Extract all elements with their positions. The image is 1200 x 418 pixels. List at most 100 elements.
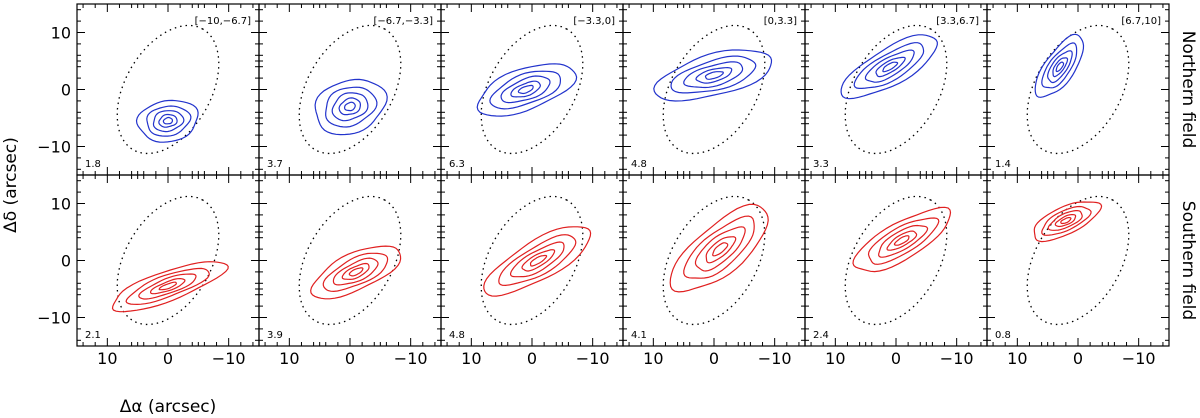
x-tick-label: 0 [163, 349, 173, 368]
panel-north-1: [−10,−6.7] 1.8 [76, 3, 260, 176]
peak-value: 6.3 [449, 159, 465, 170]
contour-level-4 [1054, 214, 1077, 228]
contour-level-2 [322, 252, 389, 293]
galaxy-ellipse [1026, 195, 1130, 326]
panel-north-4: [0,3.3] 4.8 [622, 3, 806, 176]
contour-level-1 [483, 226, 592, 297]
contour-level-3 [864, 49, 915, 83]
galaxy-ellipse [662, 24, 766, 155]
contour-level-1 [135, 99, 199, 143]
panel-south-2: 3.9 [258, 174, 442, 347]
galaxy-ellipse [116, 195, 220, 326]
peak-value: 3.7 [267, 159, 283, 170]
contour-level-4 [875, 56, 906, 78]
x-tick-label: 0 [345, 349, 355, 368]
contour-level-3 [332, 257, 379, 286]
contour-level-1 [1033, 201, 1103, 243]
panel-frame [986, 3, 1170, 176]
contour-level-1 [852, 206, 952, 273]
contour-level-4 [338, 97, 362, 116]
galaxy-ellipse [116, 24, 220, 155]
contour-level-5 [712, 242, 729, 257]
x-tick-label: −10 [1122, 349, 1156, 368]
peak-value: 1.8 [85, 159, 101, 170]
contour-level-2 [125, 267, 210, 306]
peak-value: 3.9 [267, 330, 283, 341]
velocity-bin-label: [0,3.3] [764, 16, 797, 27]
y-tick-label: 0 [61, 81, 71, 100]
contour-level-4 [1052, 57, 1069, 78]
contour-level-5 [529, 254, 548, 267]
contour-level-2 [325, 86, 378, 128]
y-tick-label: 10 [51, 24, 71, 43]
contour-level-1 [310, 245, 402, 300]
panel-south-5: 2.4 [804, 174, 988, 347]
contour-level-3 [152, 110, 185, 133]
panel-north-6: [6.7,10] 1.4 [986, 3, 1170, 176]
x-tick-label: 0 [1073, 349, 1083, 368]
panel-frame [258, 3, 442, 176]
peak-value: 2.4 [813, 330, 829, 341]
panel-south-3: 4.8 [440, 174, 624, 347]
contour-level-2 [1041, 205, 1092, 236]
contour-level-4 [158, 113, 178, 128]
contour-level-4 [521, 249, 556, 272]
contour-level-3 [500, 75, 551, 104]
contour-level-1 [476, 63, 578, 117]
x-tick-label: 10 [643, 349, 663, 368]
contour-level-2 [683, 215, 755, 279]
contour-level-2 [498, 234, 577, 287]
y-tick-label: −10 [37, 309, 71, 328]
contour-level-5 [348, 267, 364, 277]
contour-level-4 [695, 66, 733, 84]
velocity-bin-label: [−3.3,0] [573, 16, 615, 27]
panel-frame [622, 3, 806, 176]
contour-level-1 [840, 34, 938, 100]
peak-value: 0.8 [995, 330, 1011, 341]
galaxy-ellipse [1026, 24, 1130, 155]
x-tick-label: −10 [212, 349, 246, 368]
velocity-bin-label: [−10,−6.7] [195, 16, 251, 27]
contour-level-5 [158, 281, 177, 291]
contour-level-2 [146, 105, 192, 137]
x-tick-label: −10 [576, 349, 610, 368]
x-tick-label: 10 [825, 349, 845, 368]
contour-level-1 [669, 203, 769, 293]
contour-level-2 [1041, 42, 1078, 89]
contour-level-1 [314, 78, 388, 136]
contour-level-4 [341, 262, 370, 281]
contour-level-1 [111, 261, 229, 313]
y-tick-label: 10 [51, 195, 71, 214]
contour-level-2 [853, 42, 925, 89]
panel-south-1: 2.1 [76, 174, 260, 347]
x-tick-label: 0 [527, 349, 537, 368]
contour-level-3 [510, 241, 565, 278]
galaxy-ellipse [844, 24, 948, 155]
contour-level-5 [882, 61, 899, 73]
x-tick-label: −10 [940, 349, 974, 368]
contour-level-3 [331, 92, 369, 122]
contour-level-1 [1034, 33, 1085, 98]
panel-north-2: [−6.7,−3.3] 3.7 [258, 3, 442, 176]
panel-frame [986, 174, 1170, 347]
peak-value: 2.1 [85, 330, 101, 341]
x-tick-label: 0 [709, 349, 719, 368]
axis-labels: Northern field 10 0 −10 Southern field 10 0 −10… [1, 24, 1198, 418]
galaxy-ellipse [298, 195, 402, 326]
peak-value: 4.1 [631, 330, 647, 341]
contour-level-3 [694, 226, 746, 272]
galaxy-ellipse [662, 195, 766, 326]
contour-level-5 [344, 101, 356, 112]
contour-level-3 [878, 224, 929, 258]
field-label-north: Northern field [1178, 31, 1198, 149]
x-axis-label: Δα (arcsec) [120, 397, 217, 417]
peak-value: 4.8 [631, 159, 647, 170]
panel-frame [258, 174, 442, 347]
galaxy-ellipse [844, 195, 948, 326]
contour-level-2 [489, 70, 561, 110]
peak-value: 1.4 [995, 159, 1011, 170]
contour-level-3 [1047, 210, 1083, 231]
contour-level-5 [1060, 217, 1072, 225]
contour-level-4 [886, 230, 918, 251]
